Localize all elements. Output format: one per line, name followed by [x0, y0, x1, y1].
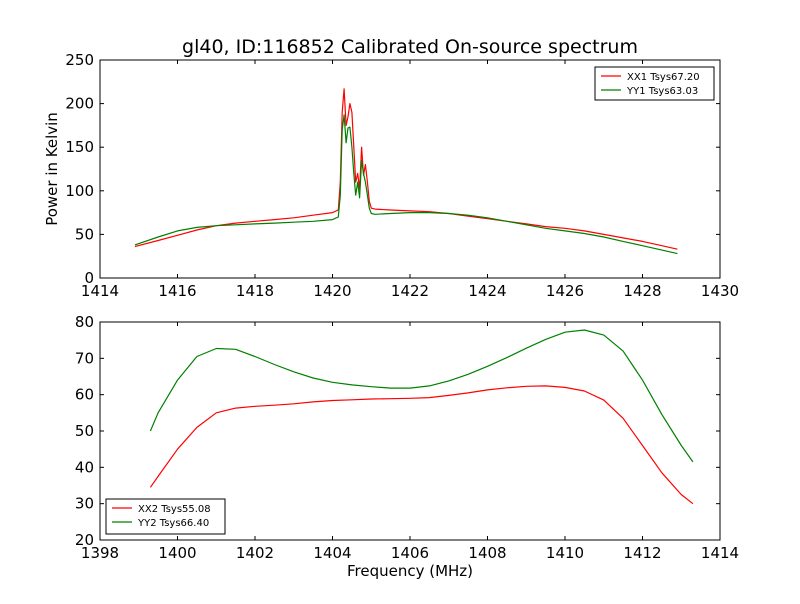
y-tick-label: 70: [75, 349, 94, 367]
legend-label: YY1 Tsys63.03: [626, 86, 698, 97]
x-axis-label: Frequency (MHz): [347, 562, 473, 580]
y-tick-label: 80: [75, 313, 94, 331]
y-tick-label: 250: [65, 51, 94, 69]
x-tick-label: 1402: [236, 544, 274, 562]
x-tick-label: 1424: [468, 282, 506, 300]
x-tick-label: 1404: [313, 544, 351, 562]
legend-label: XX1 Tsys67.20: [627, 72, 700, 83]
y-axis-label: Power in Kelvin: [43, 112, 61, 226]
y-tick-label: 50: [75, 422, 94, 440]
x-tick-label: 1420: [313, 282, 351, 300]
x-tick-label: 1398: [81, 544, 119, 562]
x-tick-label: 1400: [158, 544, 196, 562]
x-tick-label: 1410: [546, 544, 584, 562]
legend-label: XX2 Tsys55.08: [138, 504, 211, 515]
y-tick-label: 30: [75, 495, 94, 513]
y-tick-label: 150: [65, 138, 94, 156]
y-tick-label: 60: [75, 386, 94, 404]
y-tick-label: 0: [84, 269, 94, 287]
x-tick-label: 1408: [468, 544, 506, 562]
x-tick-label: 1430: [701, 282, 739, 300]
y-tick-label: 200: [65, 95, 94, 113]
legend-box: [594, 66, 715, 101]
top-spectrum-plot: 1414 1416 1418 1420 1422 1424 1426 1428 1430 0 50 1…: [65, 51, 739, 300]
series-line-2: [134, 114, 678, 255]
legend: XX2 Tsys55.08 YY2 Tsys66.40: [105, 498, 226, 535]
x-tick-label: 1414: [701, 544, 739, 562]
legend: XX1 Tsys67.20 YY1 Tsys63.03: [594, 66, 715, 101]
legend-label: YY2 Tsys66.40: [137, 518, 209, 529]
bottom-spectrum-plot: 1398 1400 1402 1404 1406 1408 1410 1412 1414 20 30…: [75, 313, 739, 562]
x-tick-label: 1412: [623, 544, 661, 562]
series-line-2: [149, 329, 694, 463]
legend-box: [105, 498, 226, 535]
x-tick-label: 1414: [81, 282, 119, 300]
x-tick-label: 1428: [623, 282, 661, 300]
x-tick-label: 1426: [546, 282, 584, 300]
y-tick-label: 100: [65, 182, 94, 200]
x-tick-label: 1418: [236, 282, 274, 300]
x-tick-label: 1406: [391, 544, 429, 562]
y-tick-label: 20: [75, 531, 94, 549]
y-tick-label: 50: [75, 225, 94, 243]
y-tick-label: 40: [75, 458, 94, 476]
x-tick-label: 1422: [391, 282, 429, 300]
series-line-1: [149, 385, 694, 505]
x-tick-label: 1416: [158, 282, 196, 300]
figure-title: gl40, ID:116852 Calibrated On-source spe…: [182, 36, 638, 58]
